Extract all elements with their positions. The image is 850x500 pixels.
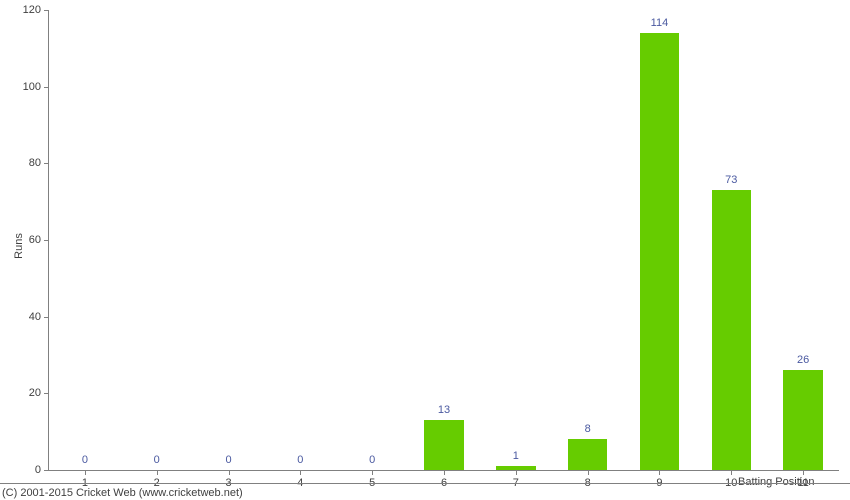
bar-value-label: 0 [82, 454, 88, 466]
bar [712, 190, 752, 470]
bar [783, 370, 823, 470]
bar-value-label: 8 [585, 423, 591, 435]
chart-container: 0204060801001201020304050613718891141073… [0, 0, 850, 500]
plot-area: 0204060801001201020304050613718891141073… [48, 10, 839, 471]
bar-value-label: 114 [651, 17, 669, 29]
bar-value-label: 0 [225, 454, 231, 466]
x-tick [229, 470, 230, 475]
x-tick [731, 470, 732, 475]
x-tick [659, 470, 660, 475]
y-tick-label: 40 [29, 311, 41, 323]
x-tick [157, 470, 158, 475]
bar [568, 439, 608, 470]
y-tick-label: 0 [35, 464, 41, 476]
y-tick-label: 100 [23, 81, 41, 93]
y-tick [44, 87, 49, 88]
y-axis-title: Runs [13, 233, 25, 259]
y-tick [44, 163, 49, 164]
bar [496, 466, 536, 470]
y-tick [44, 10, 49, 11]
y-tick-label: 60 [29, 234, 41, 246]
x-tick [444, 470, 445, 475]
bar-value-label: 73 [725, 174, 737, 186]
bar-value-label: 13 [438, 404, 450, 416]
bar-value-label: 1 [513, 450, 519, 462]
x-tick [516, 470, 517, 475]
bar-value-label: 26 [797, 354, 809, 366]
copyright-text: (C) 2001-2015 Cricket Web (www.cricketwe… [2, 487, 243, 499]
bar-value-label: 0 [154, 454, 160, 466]
bar [640, 33, 680, 470]
bar-value-label: 0 [297, 454, 303, 466]
y-tick-label: 20 [29, 387, 41, 399]
x-tick [300, 470, 301, 475]
x-tick [588, 470, 589, 475]
y-tick [44, 393, 49, 394]
y-tick [44, 317, 49, 318]
x-tick [85, 470, 86, 475]
bar-value-label: 0 [369, 454, 375, 466]
y-tick [44, 240, 49, 241]
x-tick [803, 470, 804, 475]
footer: (C) 2001-2015 Cricket Web (www.cricketwe… [0, 483, 850, 500]
y-tick [44, 470, 49, 471]
y-tick-label: 80 [29, 157, 41, 169]
bar [424, 420, 464, 470]
y-tick-label: 120 [23, 4, 41, 16]
x-tick [372, 470, 373, 475]
